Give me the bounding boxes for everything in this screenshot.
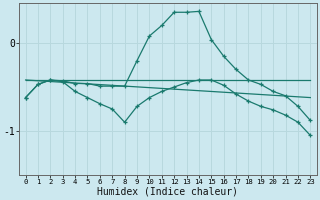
X-axis label: Humidex (Indice chaleur): Humidex (Indice chaleur): [98, 187, 238, 197]
